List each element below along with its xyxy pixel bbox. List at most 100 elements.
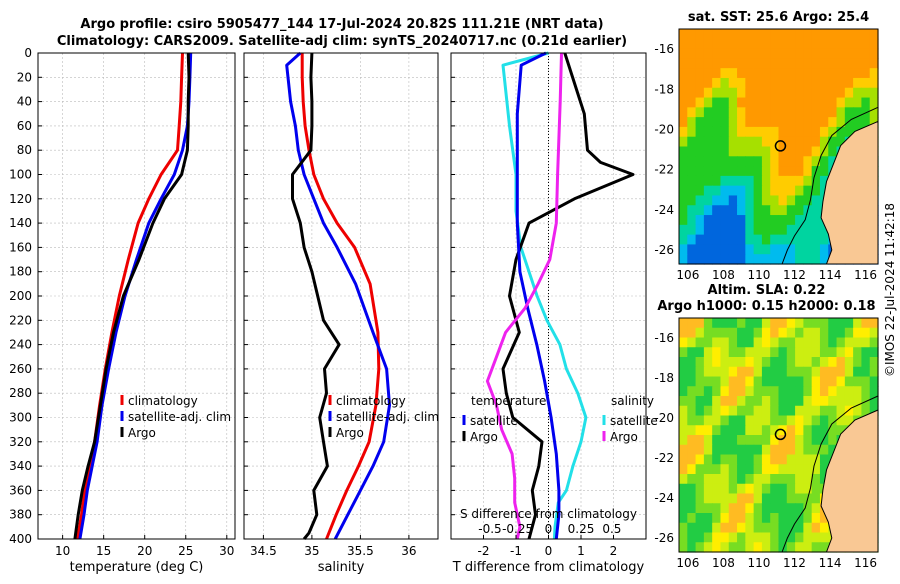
map-cell (703, 166, 713, 177)
map-cell (703, 97, 713, 108)
map-cell (695, 195, 705, 206)
map-cell (795, 166, 804, 177)
map-cell (786, 435, 796, 446)
map-cell (819, 396, 829, 407)
x-axis-label: T difference from climatology (452, 560, 645, 575)
map-cell (720, 503, 730, 514)
map-cell (728, 48, 738, 59)
map-cell (753, 405, 763, 417)
map-cell (720, 415, 730, 426)
map-cell (737, 175, 746, 187)
map-cell (679, 68, 688, 79)
map-cell (728, 117, 738, 128)
map-cell (687, 97, 697, 108)
map-cell (811, 224, 821, 236)
map-cell (753, 234, 763, 246)
map-cell (811, 513, 821, 524)
map-cell (844, 337, 854, 348)
map-cell (811, 464, 821, 475)
map-cell (679, 327, 688, 339)
map-cell (861, 48, 871, 59)
map-cell (786, 503, 796, 514)
map-cell (761, 435, 771, 446)
map-cell (795, 185, 804, 197)
sst-map-panel: 106 108 110 112 114 116 -16 -18 -20 -22 -24 -26 sat.… (654, 10, 879, 282)
map-cell (695, 347, 705, 358)
map-cell (737, 146, 746, 157)
map-cell (803, 337, 813, 348)
map-cell (795, 215, 804, 226)
map-cell (753, 386, 763, 397)
map-cell (720, 532, 730, 543)
map-cell (695, 224, 705, 236)
map-cell (795, 405, 804, 417)
map-cell (869, 386, 879, 397)
map-cell (853, 347, 863, 358)
bathymetry-contour (781, 106, 879, 265)
map-cell (695, 415, 705, 426)
map-cell (679, 146, 688, 157)
map-cell (687, 87, 697, 99)
map-cell (745, 205, 755, 216)
map-cell (853, 376, 863, 387)
map-cell (745, 87, 755, 99)
map-cell (786, 224, 796, 236)
map-cell (695, 327, 705, 339)
map-cell (778, 107, 788, 118)
map-cell (703, 474, 713, 485)
map-cell (695, 166, 705, 177)
map-cell (695, 48, 705, 59)
map-cell (778, 126, 788, 138)
map-cell (745, 58, 755, 69)
map-cell (753, 29, 763, 40)
lat-tick-label: -20 (654, 122, 674, 136)
map-cell (753, 366, 763, 378)
map-cell (795, 97, 804, 108)
map-cell (811, 474, 821, 485)
map-cell (728, 405, 738, 417)
map-cell (844, 347, 854, 358)
map-cell (712, 337, 722, 348)
map-cell (844, 376, 854, 387)
legend-label: satellite (610, 414, 658, 428)
map-cell (795, 126, 804, 138)
map-cell (811, 29, 821, 40)
map-cell (737, 107, 746, 118)
map-cell (679, 185, 688, 197)
map-cell (761, 146, 771, 157)
map-cell (687, 195, 697, 206)
map-cell (728, 415, 738, 426)
map-cell (853, 58, 863, 69)
map-cell (737, 97, 746, 108)
map-cell (761, 327, 771, 339)
map-cell (761, 107, 771, 118)
y-tick-label: 160 (9, 240, 32, 254)
map-cell (687, 337, 697, 348)
map-cell (778, 464, 788, 475)
map-cell (853, 318, 863, 329)
map-cell (737, 454, 746, 465)
map-cell (728, 77, 738, 89)
map-cell (720, 425, 730, 436)
top-axis-label: S difference from climatology (460, 507, 637, 521)
map-cell (703, 366, 713, 378)
map-cell (795, 425, 804, 436)
map-cell (720, 366, 730, 378)
map-cell (803, 454, 813, 465)
map-cell (795, 146, 804, 157)
map-cell (695, 205, 705, 216)
map-cell (869, 318, 879, 329)
map-cell (811, 107, 821, 118)
map-cell (745, 396, 755, 407)
y-tick-label: 80 (17, 143, 32, 157)
map-cell (770, 224, 780, 236)
map-cell (795, 386, 804, 397)
map-cell (803, 396, 813, 407)
map-cell (703, 87, 713, 99)
map-cell (728, 522, 738, 534)
map-cell (803, 532, 813, 543)
map-cell (737, 474, 746, 485)
map-cell (869, 107, 879, 118)
map-cell (828, 425, 838, 436)
map-cell (811, 205, 821, 216)
